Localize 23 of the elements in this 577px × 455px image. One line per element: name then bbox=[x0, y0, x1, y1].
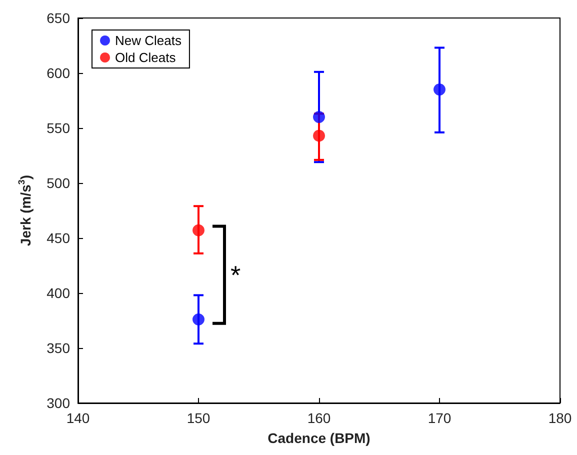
x-tick-label: 160 bbox=[307, 410, 331, 426]
legend-label: New Cleats bbox=[115, 33, 182, 48]
point bbox=[313, 130, 325, 142]
x-tick-label: 180 bbox=[548, 410, 572, 426]
point bbox=[434, 84, 446, 96]
y-tick-label: 650 bbox=[46, 10, 70, 26]
y-tick-label: 550 bbox=[46, 120, 70, 136]
y-tick-label: 300 bbox=[46, 395, 70, 411]
y-tick-label: 500 bbox=[46, 175, 70, 191]
y-tick-label: 400 bbox=[46, 285, 70, 301]
y-tick-label: 350 bbox=[46, 340, 70, 356]
y-axis-title: Jerk (m/s3) bbox=[16, 174, 34, 246]
x-tick-label: 170 bbox=[428, 410, 452, 426]
y-tick-label: 600 bbox=[46, 65, 70, 81]
annotation: * bbox=[230, 260, 241, 290]
x-tick-label: 140 bbox=[66, 410, 90, 426]
x-tick-label: 150 bbox=[186, 410, 210, 426]
x-axis-title: Cadence (BPM) bbox=[268, 430, 370, 446]
point bbox=[192, 313, 204, 326]
point bbox=[313, 111, 325, 123]
legend-label: Old Cleats bbox=[115, 50, 176, 65]
y-tick-label: 450 bbox=[46, 230, 70, 246]
point bbox=[192, 224, 204, 236]
